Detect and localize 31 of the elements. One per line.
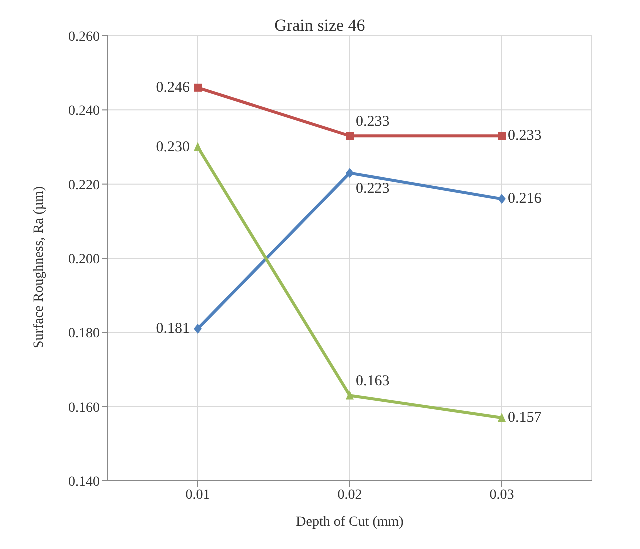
y-tick-label: 0.200	[68, 252, 100, 268]
data-label: 0.230	[156, 139, 190, 156]
y-axis-title: Surface Roughness, Ra (µm)	[32, 186, 47, 348]
y-tick-label: 0.220	[68, 178, 100, 194]
point	[194, 142, 202, 152]
data-label: 0.246	[156, 80, 190, 96]
x-tick-label: 0.01	[186, 488, 210, 503]
data-label: 0.157	[508, 410, 542, 426]
data-label: 0.163	[356, 374, 390, 390]
x-tick-label: 0.02	[338, 488, 362, 503]
data-label: 0.181	[156, 320, 190, 337]
point	[194, 324, 202, 334]
x-axis-title: Depth of Cut (mm)	[296, 515, 404, 530]
data-label: 0.233	[508, 128, 542, 144]
point	[346, 390, 354, 400]
point	[194, 84, 202, 92]
data-label: 0.216	[508, 191, 542, 208]
point	[498, 412, 506, 422]
point	[346, 168, 354, 178]
y-tick-label: 0.160	[68, 400, 100, 416]
y-tick-label: 0.140	[68, 474, 100, 490]
point	[498, 194, 506, 204]
data-label: 0.223	[356, 181, 390, 198]
point	[346, 132, 354, 140]
data-label: 0.233	[356, 114, 390, 130]
y-tick-label: 0.260	[68, 30, 100, 45]
point	[498, 132, 506, 140]
x-tick-label: 0.03	[490, 488, 514, 503]
y-tick-label: 0.240	[68, 104, 100, 120]
chart-title: Grain size 46	[274, 16, 366, 35]
y-tick-label: 0.180	[68, 326, 100, 342]
